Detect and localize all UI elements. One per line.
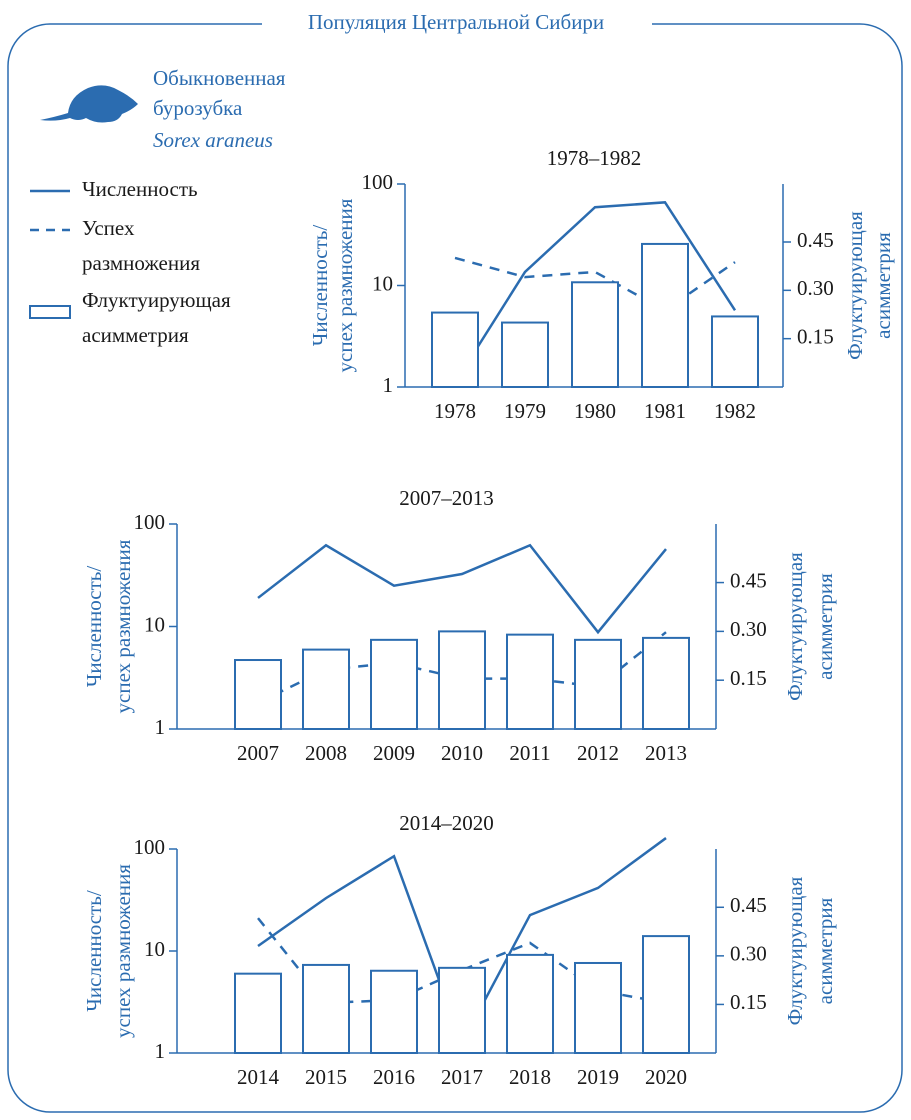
legend-label: Успех [82,216,135,240]
species-name: бурозубка [153,96,243,120]
bar [574,961,622,1055]
title-backdrop [262,10,652,38]
legend-label: асимметрия [82,323,189,347]
y2-tick-label: 0.30 [797,276,834,300]
bar [501,321,549,388]
bar [642,935,690,1054]
y-axis-label: Численность/ [308,225,332,347]
x-tick-label: 2019 [577,1065,619,1089]
y-axis-label: успех размножения [333,198,357,372]
y-axis-label: успех размножения [111,539,135,713]
bar [571,281,619,388]
bar [370,638,418,730]
bar [302,648,350,730]
x-tick-label: 2017 [441,1065,483,1089]
y2-tick-label: 0.45 [730,893,767,917]
x-tick-label: 2008 [305,741,347,765]
y-axis-label: успех размножения [111,864,135,1038]
y2-axis-label: асимметрия [813,897,837,1004]
species-name: Обыкновенная [153,66,286,90]
y-tick-label: 10 [372,271,393,295]
x-tick-label: 1980 [574,399,616,423]
x-tick-label: 2010 [441,741,483,765]
y-tick-label: 100 [134,835,166,859]
bar [302,963,350,1055]
bar [234,659,282,730]
x-tick-label: 2013 [645,741,687,765]
y2-axis-label: асимметрия [871,232,895,339]
legend-swatch [29,305,71,319]
y2-tick-label: 0.45 [730,568,767,592]
y2-tick-label: 0.30 [730,617,767,641]
y-tick-label: 1 [383,373,394,397]
x-tick-label: 2015 [305,1065,347,1089]
line [453,201,737,384]
chart-title: 2007–2013 [399,486,494,510]
bar [574,638,622,730]
legend-label: Численность [82,177,198,201]
chart-title: 2014–2020 [399,811,494,835]
x-tick-label: 1978 [434,399,476,423]
chart-title: 1978–1982 [547,146,642,170]
y2-axis-label: Флуктуирующая [783,552,807,701]
y2-axis-label: Флуктуирующая [843,211,867,360]
y2-tick-label: 0.15 [730,666,767,690]
bar [431,311,479,389]
bar [642,636,690,731]
bar [641,242,689,388]
x-tick-label: 2007 [237,741,279,765]
bar [438,630,486,731]
x-tick-label: 1982 [714,399,756,423]
y2-tick-label: 0.15 [730,990,767,1014]
x-tick-label: 2014 [237,1065,280,1089]
line [257,543,667,635]
y-tick-label: 1 [155,1039,166,1063]
y2-axis-label: Флуктуирующая [783,876,807,1025]
legend-label: Флуктуирующая [82,288,231,312]
bar [438,966,486,1054]
x-tick-label: 2020 [645,1065,687,1089]
x-tick-label: 2016 [373,1065,415,1089]
figure-title: Популяция Центральной Сибири [308,10,604,34]
y-axis-label: Численность/ [82,890,106,1012]
y-tick-label: 10 [144,937,165,961]
x-tick-label: 2009 [373,741,415,765]
x-tick-label: 1979 [504,399,546,423]
y-tick-label: 1 [155,715,166,739]
y2-tick-label: 0.30 [730,942,767,966]
species-latin: Sorex araneus [153,128,273,152]
y-tick-label: 10 [144,612,165,636]
y2-axis-label: асимметрия [813,573,837,680]
x-tick-label: 2012 [577,741,619,765]
legend-label: размножения [82,251,200,275]
bar [506,953,554,1055]
bar [711,315,759,388]
shrew-icon [40,85,138,123]
x-tick-label: 2018 [509,1065,551,1089]
y2-tick-label: 0.15 [797,324,834,348]
bar [234,972,282,1055]
y-tick-label: 100 [362,170,394,194]
y-axis-label: Численность/ [82,566,106,688]
bar [370,969,418,1054]
y-tick-label: 100 [134,510,166,534]
y2-tick-label: 0.45 [797,228,834,252]
x-tick-label: 1981 [644,399,686,423]
x-tick-label: 2011 [509,741,550,765]
bar [506,633,554,731]
